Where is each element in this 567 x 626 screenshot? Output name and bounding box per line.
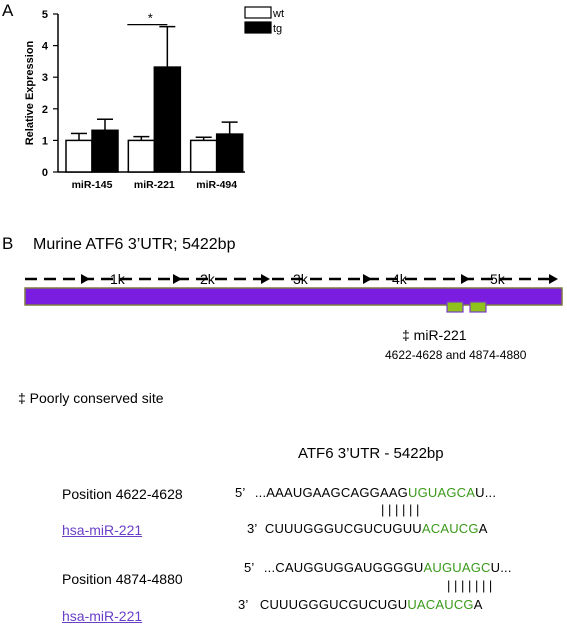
seq-bottom-prefix-2: 3’ <box>238 597 249 612</box>
arrow-head <box>363 274 372 284</box>
seq-bottom-prefix-1: 3’ <box>247 521 258 536</box>
utr-bar <box>24 287 563 306</box>
arrow-head <box>261 274 270 284</box>
seq-bottom-tail-1: A <box>478 521 488 536</box>
kb-mark-5k: 5k <box>490 271 506 287</box>
mir-site-2 <box>469 301 487 313</box>
seq-top-tail-1: U... <box>475 485 497 500</box>
seq-bottom-green-1: ACAUCG <box>421 521 479 536</box>
mir-site-1 <box>446 301 464 313</box>
x-tick-label: miR-221 <box>134 179 175 191</box>
position-label-2: Position 4874-4880 <box>62 571 183 587</box>
panel-b-label: B <box>2 234 14 253</box>
seq-bottom-1: 3’ CUUUGGGUCGUCUGUUACAUCGA <box>247 521 488 536</box>
seq-top-black-1: ...AAAUGAAGCAGGAAG <box>254 485 408 500</box>
y-tick-label: 4 <box>42 41 49 53</box>
legend-label-wt: wt <box>272 8 284 20</box>
y-axis-label: Relative Expression <box>24 40 36 145</box>
utr-diagram: 1k 2k 3k 4k 5k <box>24 271 563 313</box>
significance-marker: * <box>148 11 153 26</box>
x-tick-label: miR-145 <box>72 179 113 191</box>
site-label: ‡ miR-221 <box>402 327 467 343</box>
seq-top-1: 5’ ...AAAUGAAGCAGGAAGUGUAGCAU... <box>235 485 496 500</box>
y-tick-label: 1 <box>42 135 48 147</box>
bar-tg-miR-494 <box>215 133 244 173</box>
legend-swatch-wt <box>244 6 272 19</box>
arrow-head <box>549 274 558 284</box>
bar-tg-miR-145 <box>91 129 119 173</box>
mirna-link-1[interactable]: hsa-miR-221 <box>62 522 143 538</box>
seq-top-tail-2: U... <box>490 560 512 575</box>
kb-mark-2k: 2k <box>200 271 216 287</box>
bar-tg-miR-221 <box>153 66 182 173</box>
panel-a-label: A <box>2 1 14 20</box>
y-tick-label: 0 <box>42 167 48 179</box>
alignment-title: ATF6 3’UTR - 5422bp <box>298 445 444 462</box>
pair-bars-1: | | | | | | <box>381 502 420 517</box>
y-tick-label: 2 <box>42 104 48 116</box>
legend-label-tg: tg <box>273 23 282 35</box>
seq-bottom-black-2: CUUUGGGUCGUCUGU <box>259 597 408 612</box>
pair-bars-2: | | | | | | | <box>447 578 493 593</box>
seq-top-black-2: ...CAUGGUGGAUGGGGU <box>263 560 424 575</box>
legend-swatch-tg <box>244 21 272 34</box>
mirna-link-2[interactable]: hsa-miR-221 <box>62 608 143 624</box>
arrow-head <box>81 274 90 284</box>
kb-mark-1k: 1k <box>110 271 126 287</box>
bar-wt-miR-221 <box>127 139 156 173</box>
seq-bottom-2: 3’ CUUUGGGUCGUCUGUUACAUCGA <box>238 597 483 612</box>
kb-mark-4k: 4k <box>392 271 408 287</box>
bar-wt-miR-494 <box>189 139 218 173</box>
y-tick-label: 3 <box>42 72 48 84</box>
kb-mark-3k: 3k <box>293 271 309 287</box>
seq-top-green-1: UGUAGCA <box>408 485 476 500</box>
seq-bottom-black-1: CUUUGGGUCGUCUGUU <box>264 521 422 536</box>
arrow-head <box>173 274 182 284</box>
seq-top-prefix-2: 5’ <box>244 560 255 575</box>
seq-top-green-2: AUGUAGC <box>423 560 491 575</box>
bar-chart: 0 1 2 3 4 5 Relative Expression miR-145 miR-221 m… <box>24 6 284 191</box>
y-tick-label: 5 <box>42 9 48 21</box>
footnote: ‡ Poorly conserved site <box>18 390 164 406</box>
position-label-1: Position 4622-4628 <box>62 486 183 502</box>
seq-top-2: 5’ ...CAUGGUGGAUGGGGUAUGUAGCU... <box>244 560 512 575</box>
seq-top-prefix-1: 5’ <box>235 485 246 500</box>
arrow-head <box>461 274 470 284</box>
site-positions: 4622-4628 and 4874-4880 <box>385 348 527 362</box>
seq-bottom-green-2: UACAUCG <box>407 597 474 612</box>
x-tick-label: miR-494 <box>196 179 237 191</box>
utr-title: Murine ATF6 3’UTR; 5422bp <box>33 236 236 253</box>
bar-wt-miR-145 <box>65 139 93 173</box>
seq-bottom-tail-2: A <box>473 597 483 612</box>
